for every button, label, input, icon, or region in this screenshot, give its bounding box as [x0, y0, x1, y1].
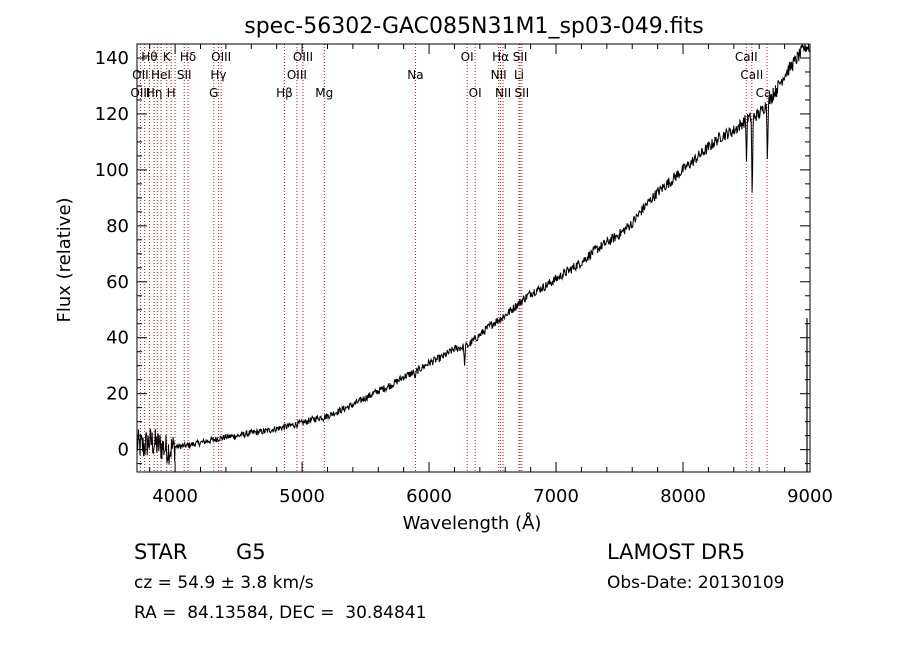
- plot-frame: [136, 43, 811, 473]
- line-marker-label: OI: [461, 50, 474, 64]
- line-marker-label: Li: [514, 68, 524, 82]
- line-marker-label: SII: [513, 50, 528, 64]
- y-axis: 0 20 40 60 80 100 120 140: [95, 48, 810, 465]
- redshift-value: cz = 54.9 ± 3.8 km/s: [134, 573, 314, 593]
- x-axis: 4000 5000 6000 7000 8000 9000: [149, 44, 833, 507]
- line-marker-label: K: [163, 50, 172, 64]
- line-marker-label: NII: [491, 68, 507, 82]
- spectral-line-labels: Hθ K Hδ OIII OIII OI Hα SII CaII OII HeI SII Hγ OIII N…: [130, 50, 778, 100]
- line-marker-label: HeI: [151, 68, 171, 82]
- coordinates: RA = 84.13584, DEC = 30.84841: [134, 603, 427, 623]
- line-marker-label: OIII: [130, 86, 150, 100]
- y-tick-label: 140: [95, 48, 129, 69]
- line-marker-label: OIII: [287, 68, 307, 82]
- line-marker-label: Hγ: [210, 68, 226, 82]
- line-marker-label: SII: [177, 68, 192, 82]
- y-tick-label: 40: [106, 328, 129, 349]
- y-tick-label: 60: [106, 272, 129, 293]
- y-tick-label: 120: [95, 104, 129, 125]
- line-marker-label: CaII: [740, 68, 763, 82]
- spectrum-line: [136, 43, 810, 465]
- x-axis-label: Wavelength (Å): [403, 512, 542, 534]
- line-marker-label: G: [209, 86, 218, 100]
- line-marker-label: Hθ: [141, 50, 157, 64]
- chart-title: spec-56302-GAC085N31M1_sp03-049.fits: [244, 14, 704, 39]
- x-tick-label: 7000: [533, 486, 579, 507]
- x-tick-label: 4000: [152, 486, 198, 507]
- line-marker-label: Na: [407, 68, 423, 82]
- line-marker-label: Hδ: [180, 50, 196, 64]
- object-class: STAR: [134, 540, 188, 564]
- x-tick-label: 8000: [660, 486, 706, 507]
- y-axis-label: Flux (relative): [54, 197, 75, 322]
- survey-name: LAMOST DR5: [607, 540, 746, 564]
- y-tick-label: 80: [106, 216, 129, 237]
- object-subclass: G5: [236, 540, 266, 564]
- y-tick-label: 100: [95, 160, 129, 181]
- line-marker-label: SII: [515, 86, 530, 100]
- x-tick-label: 6000: [406, 486, 452, 507]
- line-marker-label: CaII: [735, 50, 758, 64]
- spectral-line-markers: [139, 44, 768, 472]
- line-marker-label: OI: [469, 86, 482, 100]
- y-tick-label: 20: [106, 384, 129, 405]
- line-marker-label: OII: [132, 68, 149, 82]
- y-tick-label: 0: [118, 440, 129, 461]
- x-tick-label: 9000: [787, 486, 833, 507]
- line-marker-label: Hη: [146, 86, 163, 100]
- line-marker-label: H: [167, 86, 176, 100]
- spectrum-series: [136, 43, 810, 472]
- line-marker-label: OIII: [293, 50, 313, 64]
- line-marker-label: Hα: [492, 50, 509, 64]
- line-marker-label: NII: [495, 86, 511, 100]
- line-marker-label: Mg: [315, 86, 333, 100]
- observation-date: Obs-Date: 20130109: [607, 573, 785, 593]
- x-tick-label: 5000: [279, 486, 325, 507]
- line-marker-label: OIII: [211, 50, 231, 64]
- line-marker-label: Hβ: [276, 86, 293, 100]
